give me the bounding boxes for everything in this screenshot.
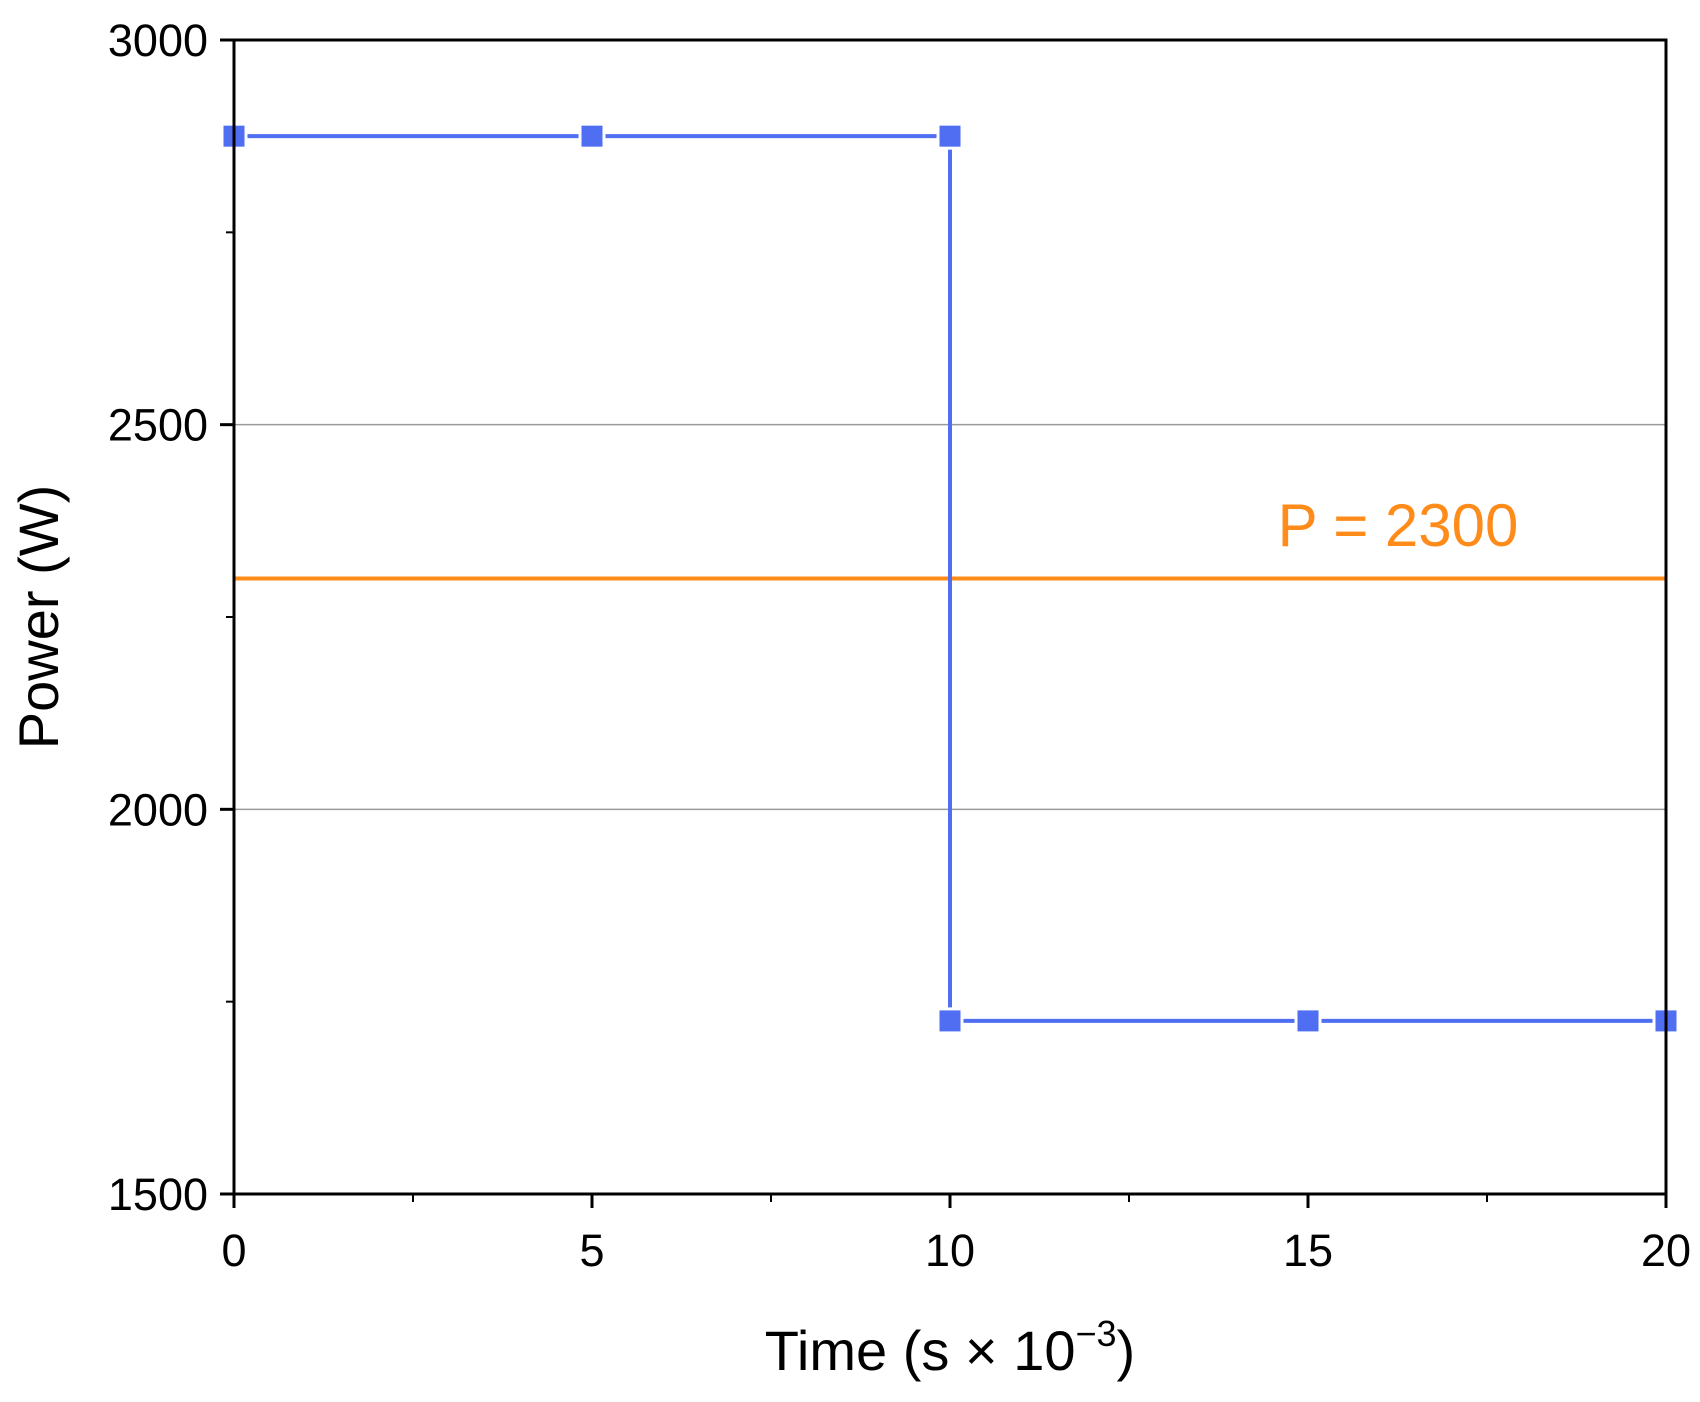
y-axis-title: Power (W)	[7, 485, 70, 749]
y-tick-label: 2500	[108, 400, 208, 451]
x-axis-title-text: Time (s × 10	[765, 1319, 1076, 1382]
data-point-marker	[1294, 1007, 1322, 1035]
x-axis-title-exponent: −3	[1075, 1313, 1116, 1354]
y-tick-label: 2000	[108, 784, 208, 835]
axis-ticks	[220, 38, 1668, 1208]
data-point-marker	[936, 122, 964, 150]
x-tick-label: 15	[1283, 1225, 1333, 1276]
x-axis-title-close: )	[1117, 1319, 1136, 1382]
y-tick-label: 3000	[108, 15, 208, 66]
tick-labels: 0 5 10 15 20 1500 2000 2500 3000	[108, 15, 1691, 1276]
x-tick-label: 20	[1641, 1225, 1691, 1276]
x-axis-title: Time (s × 10−3)	[765, 1313, 1135, 1382]
y-tick-label: 1500	[108, 1169, 208, 1220]
x-tick-label: 10	[925, 1225, 975, 1276]
reference-line-label: P = 2300	[1278, 492, 1519, 559]
series-line	[234, 134, 1666, 1023]
x-tick-label: 5	[579, 1225, 604, 1276]
x-tick-label: 0	[221, 1225, 246, 1276]
data-point-marker	[578, 122, 606, 150]
data-point-marker	[936, 1007, 964, 1035]
